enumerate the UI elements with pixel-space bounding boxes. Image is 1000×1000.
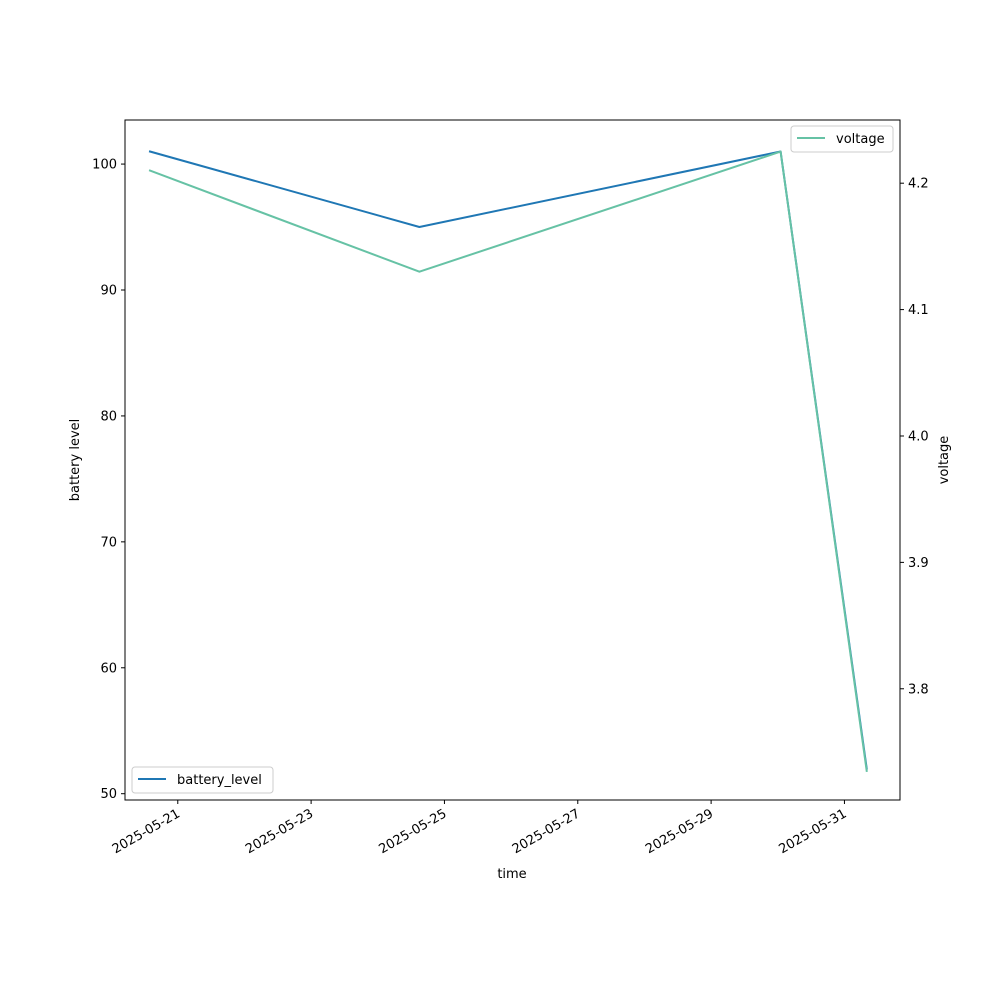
y-left-tick-label: 80 <box>100 409 117 424</box>
legend-battery-level: battery_level <box>131 766 274 794</box>
plot-frame <box>124 119 901 801</box>
y-right-tick-label: 3.9 <box>908 556 929 571</box>
legend-box <box>131 766 274 794</box>
y-left-axis-label: battery level <box>68 419 83 502</box>
series-lines <box>148 150 868 773</box>
x-axis-label: time <box>497 867 526 882</box>
y-right-tick-label: 4.0 <box>908 429 929 444</box>
y-right-tick-label: 3.8 <box>908 682 929 697</box>
y-left-tick-label: 50 <box>100 787 117 802</box>
y-left-axis-ticks: 50 60 70 80 90 100 <box>92 158 125 802</box>
legend-label-battery-level: battery_level <box>177 773 262 788</box>
legend-voltage: voltage <box>790 125 894 153</box>
y-left-tick-label: 100 <box>92 158 117 173</box>
y-right-tick-label: 4.1 <box>908 303 929 318</box>
series-line-voltage <box>148 150 868 773</box>
legend-label-voltage: voltage <box>836 132 885 147</box>
y-right-tick-label: 4.2 <box>908 177 929 192</box>
y-left-tick-label: 90 <box>100 284 117 299</box>
y-left-tick-label: 70 <box>100 535 117 550</box>
y-right-axis-ticks: 3.8 3.9 4.0 4.1 4.2 <box>900 177 929 697</box>
legend-box <box>790 125 894 153</box>
y-right-axis-label: voltage <box>937 436 952 485</box>
y-left-tick-label: 60 <box>100 661 117 676</box>
